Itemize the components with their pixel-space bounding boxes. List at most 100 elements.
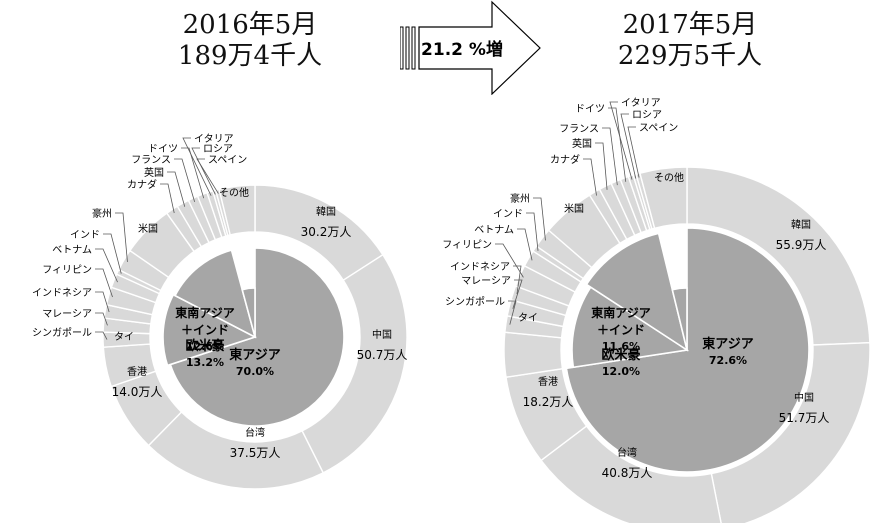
leader-line-2016-9 — [95, 248, 118, 283]
leader-line-2016-16 — [181, 147, 205, 199]
outer-label-name-2016-0: 韓国 — [316, 206, 336, 218]
outer-label-name-2017-6: マレーシア — [461, 276, 511, 287]
leader-line-2017-16 — [608, 107, 627, 182]
outer-label-name-2016-14: 英国 — [144, 166, 164, 179]
outer-slice-2017-1 — [710, 342, 871, 523]
leader-line-2016-6 — [95, 312, 108, 326]
outer-label-name-2017-17: イタリア — [621, 97, 661, 109]
leader-line-2017-6 — [512, 279, 523, 309]
outer-label-name-2017-0: 韓国 — [791, 219, 811, 231]
inner-label-value-2016-1: 12.6% — [186, 340, 224, 353]
outer-label-name-2016-3: 香港 — [127, 366, 147, 378]
outer-label-name-2017-12: 米国 — [564, 202, 584, 215]
outer-label-name-2017-19: スペイン — [639, 123, 678, 134]
outer-label-name-2017-5: シンガポール — [445, 296, 505, 308]
outer-label-value-2017-1: 51.7万人 — [779, 411, 830, 425]
title-2016-date: 2016年5月 — [182, 10, 318, 40]
outer-label-name-2016-15: フランス — [131, 154, 171, 166]
outer-label-name-2017-3: 香港 — [538, 376, 558, 388]
leader-line-2017-18 — [620, 113, 637, 179]
outer-label-value-2016-3: 14.0万人 — [112, 385, 163, 399]
outer-label-name-2017-14: 英国 — [572, 137, 592, 150]
leader-line-2016-18 — [191, 147, 216, 195]
inner-slice-2017-2 — [585, 232, 689, 352]
outer-label-name-2017-9: ベトナム — [474, 224, 514, 236]
leader-line-2017-19 — [627, 126, 640, 178]
leader-line-2016-8 — [95, 268, 113, 298]
inner-label-name2-2016-1: ＋インド — [181, 323, 229, 337]
inner-label-name-2017-1: 東南アジア — [591, 305, 651, 320]
leader-line-2016-17 — [182, 137, 212, 196]
outer-label-name-2016-17: イタリア — [194, 133, 234, 145]
inner-label-name-2016-2: 欧米豪 — [185, 338, 224, 354]
outer-label-name-2016-18: ロシア — [203, 144, 233, 155]
arrow-shape — [418, 0, 541, 95]
inner-label-value-2017-0: 72.6% — [709, 354, 747, 367]
outer-label-name-2016-11: 豪州 — [92, 207, 112, 220]
growth-label: 21.2 %増 — [421, 39, 503, 60]
leader-line-2017-11 — [533, 197, 546, 241]
leader-line-2017-8 — [495, 243, 524, 278]
outer-label-name-2016-7: インドネシア — [32, 287, 92, 299]
leader-line-2016-14 — [167, 171, 186, 207]
outer-label-name-2016-12: 米国 — [138, 222, 158, 235]
donut-2016: 東アジア 70.0% 東南アジア ＋インド 12.6%欧米豪 13.2% 韓国 30.2万人中… — [32, 133, 408, 490]
leader-line-2016-10 — [103, 233, 122, 274]
leader-line-2016-5 — [95, 331, 108, 340]
inner-label-name2-2017-1: ＋インド — [597, 323, 645, 337]
outer-slice-2017-4 — [503, 331, 564, 379]
outer-label-name-2017-15: フランス — [559, 123, 599, 135]
title-2017: 2017年5月 229万5千人 — [590, 10, 790, 72]
outer-label-value-2016-0: 30.2万人 — [301, 225, 352, 239]
inner-slice-2017-1 — [571, 286, 690, 369]
outer-label-value-2016-2: 37.5万人 — [230, 446, 281, 460]
outer-label-name-2016-8: フィリピン — [42, 264, 92, 276]
outer-label-name-2017-1: 中国 — [794, 391, 814, 404]
outer-label-name-2016-1: 中国 — [372, 328, 392, 341]
arrow-tail-bar-1 — [400, 26, 404, 70]
outer-label-value-2016-1: 50.7万人 — [357, 348, 408, 362]
title-2017-total: 229万5千人 — [617, 41, 763, 71]
title-2016-total: 189万4千人 — [177, 41, 323, 71]
outer-label-name-2016-2: 台湾 — [245, 426, 265, 439]
outer-label-name-2016-16: ドイツ — [148, 144, 178, 155]
leader-line-2016-7 — [95, 291, 110, 313]
donut-2017: 東アジア 72.6% 東南アジア ＋インド 11.6%欧米豪 12.0% 韓国 55.9万人中… — [442, 97, 871, 523]
leader-line-2017-17 — [609, 101, 633, 180]
outer-label-name-2017-8: フィリピン — [442, 239, 492, 251]
inner-label-value-2017-2: 12.0% — [602, 365, 640, 378]
leader-line-2017-13 — [583, 158, 597, 196]
inner-slice-2016-1 — [162, 293, 258, 367]
inner-label-value-2016-0: 70.0% — [236, 365, 274, 378]
outer-label-name-2017-2: 台湾 — [617, 446, 637, 459]
arrow-tail-bar-3 — [411, 26, 416, 70]
outer-label-value-2017-0: 55.9万人 — [776, 238, 827, 252]
outer-label-name-2017-7: インドネシア — [450, 261, 510, 273]
outer-label-name-2016-4: タイ — [114, 331, 134, 343]
inner-slice-2016-3 — [241, 287, 256, 338]
outer-slice-2017-20 — [639, 166, 688, 230]
leader-line-2017-10 — [526, 212, 539, 251]
outer-label-value-2017-2: 40.8万人 — [602, 466, 653, 480]
inner-label-value-2016-2: 13.2% — [186, 356, 224, 369]
outer-label-name-2016-19: スペイン — [208, 155, 247, 166]
inner-label-name-2016-1: 東南アジア — [175, 305, 235, 320]
inner-slice-2016-2 — [173, 249, 257, 339]
growth-arrow: 21.2 %増 — [400, 0, 541, 95]
title-2017-date: 2017年5月 — [622, 10, 758, 40]
inner-slice-2016-0 — [169, 247, 345, 427]
outer-label-name-2016-9: ベトナム — [52, 244, 92, 256]
inner-label-name-2016-0: 東アジア — [229, 347, 280, 363]
outer-label-name-2017-16: ドイツ — [575, 104, 605, 115]
outer-label-name-2016-13: カナダ — [127, 178, 157, 191]
outer-label-name-2016-6: マレーシア — [42, 309, 92, 320]
leader-line-2017-14 — [595, 142, 608, 190]
outer-slice-2016-20 — [218, 184, 256, 236]
inner-slice-2017-3 — [671, 287, 688, 351]
outer-label-name-2017-11: 豪州 — [510, 192, 530, 205]
leader-line-2016-15 — [174, 158, 196, 202]
outer-label-name-2016-20: その他 — [219, 186, 249, 199]
leader-line-2016-11 — [115, 212, 128, 262]
